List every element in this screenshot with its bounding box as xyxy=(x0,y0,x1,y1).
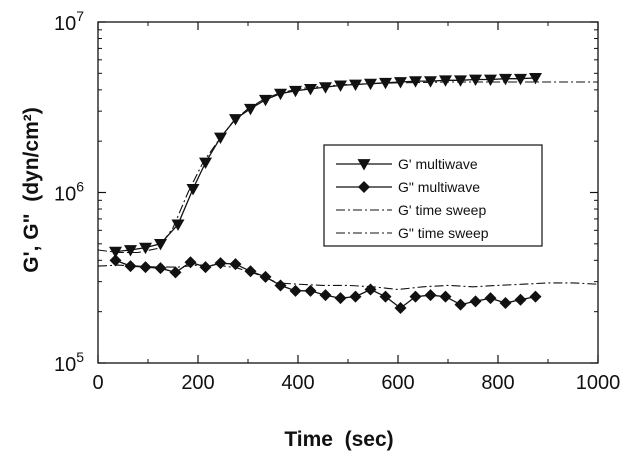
x-tick-label: 400 xyxy=(281,372,314,394)
y-axis-title: G', G" (dyn/cm²) xyxy=(20,107,43,272)
y-tick-label: 105 xyxy=(54,349,84,376)
data-point-series-2 xyxy=(244,265,257,278)
legend-label: G' multiwave xyxy=(398,156,478,172)
data-point-series-2 xyxy=(274,279,287,292)
x-tick-label: 600 xyxy=(381,372,414,394)
major-ticks xyxy=(97,21,599,364)
data-point-series-2 xyxy=(304,284,317,297)
data-point-series-1 xyxy=(484,74,497,86)
x-tick-label: 800 xyxy=(481,372,514,394)
x-tick-labels: 0 200 400 600 800 1000 xyxy=(92,372,620,394)
data-point-series-1 xyxy=(154,238,167,251)
data-point-series-2 xyxy=(454,298,467,311)
y-tick-labels: 105 106 107 xyxy=(54,8,84,376)
y-tick-label: 107 xyxy=(54,8,84,35)
data-point-series-1 xyxy=(186,184,200,196)
legend-marker xyxy=(358,181,370,193)
data-point-series-2 xyxy=(394,302,407,315)
data-point-series-2 xyxy=(379,290,392,303)
data-point-series-1 xyxy=(289,85,302,98)
x-tick-label: 0 xyxy=(92,372,103,394)
data-point-series-1 xyxy=(109,246,122,259)
data-point-series-1 xyxy=(274,88,287,101)
data-point-series-1 xyxy=(124,245,137,257)
x-tick-label: 1000 xyxy=(576,372,621,394)
data-point-series-1 xyxy=(529,73,542,85)
data-point-series-1 xyxy=(229,114,242,126)
data-point-series-2 xyxy=(424,289,437,302)
data-point-series-2 xyxy=(169,266,182,279)
data-point-series-2 xyxy=(514,293,527,306)
data-point-series-2 xyxy=(289,284,302,297)
data-point-series-2 xyxy=(139,261,152,274)
data-point-series-1 xyxy=(439,75,452,87)
data-point-series-2 xyxy=(484,292,497,305)
series-line-4 xyxy=(98,264,598,291)
data-point-series-2 xyxy=(469,295,482,308)
data-point-series-1 xyxy=(214,132,227,145)
y-tick-label: 106 xyxy=(54,179,84,206)
data-point-series-1 xyxy=(379,77,392,90)
data-point-series-1 xyxy=(409,76,422,88)
data-point-series-1 xyxy=(171,219,185,231)
data-point-series-1 xyxy=(454,75,467,87)
data-point-series-1 xyxy=(259,94,272,107)
data-point-series-2 xyxy=(529,290,542,303)
data-point-series-2 xyxy=(409,290,422,303)
data-point-series-2 xyxy=(214,257,227,270)
data-point-series-2 xyxy=(109,254,122,267)
data-point-series-2 xyxy=(154,262,167,275)
data-point-series-1 xyxy=(304,84,317,96)
legend-marker xyxy=(357,159,371,171)
data-point-series-2 xyxy=(439,290,452,303)
data-point-series-2 xyxy=(124,260,137,273)
data-point-series-1 xyxy=(139,242,152,255)
data-point-series-2 xyxy=(259,270,272,283)
data-point-series-2 xyxy=(184,256,197,269)
legend-label: G" multiwave xyxy=(398,179,480,195)
minor-ticks xyxy=(98,22,598,363)
data-point-series-1 xyxy=(424,76,437,88)
x-axis-title: Time (sec) xyxy=(284,428,393,451)
legend: G' multiwave G" multiwave G' time sweep G" … xyxy=(323,144,543,247)
data-point-series-2 xyxy=(364,283,377,296)
data-point-series-1 xyxy=(334,80,347,92)
data-point-series-1 xyxy=(349,79,362,91)
marker-layer xyxy=(109,73,542,315)
data-point-series-2 xyxy=(229,258,242,271)
data-point-series-1 xyxy=(514,73,527,86)
data-point-series-1 xyxy=(469,74,482,86)
data-point-series-2 xyxy=(319,289,332,302)
legend-label: G" time sweep xyxy=(398,225,489,241)
data-point-series-2 xyxy=(334,292,347,305)
data-point-series-2 xyxy=(349,290,362,303)
data-point-series-2 xyxy=(499,296,512,309)
data-point-series-2 xyxy=(199,261,212,274)
data-point-series-1 xyxy=(364,78,377,91)
data-point-series-1 xyxy=(499,73,512,86)
data-point-series-1 xyxy=(394,77,407,89)
data-point-series-1 xyxy=(319,82,332,94)
legend-label: G' time sweep xyxy=(398,202,486,218)
data-point-series-1 xyxy=(199,157,212,169)
x-tick-label: 200 xyxy=(181,372,214,394)
data-point-series-1 xyxy=(244,103,257,116)
